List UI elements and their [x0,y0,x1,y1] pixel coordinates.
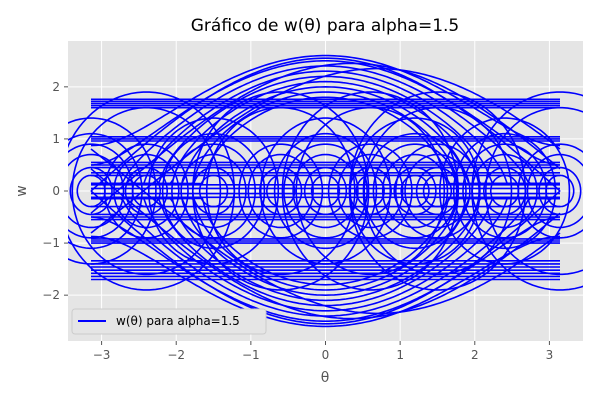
trajectory-closed [348,91,527,291]
x-tick-label: 3 [546,348,554,362]
trajectory-closed [517,143,583,239]
trajectory-closed [538,166,582,216]
trajectory-closed [273,132,378,250]
y-tick-label: −1 [42,236,60,250]
trajectory-closed [355,174,385,208]
trajectory-closed [68,143,134,239]
x-ticks: −3 −2 −1 0 1 2 3 [93,341,553,362]
trajectory-closed [69,166,113,216]
trajectory-closed [394,143,480,239]
trajectory-closed [198,174,229,208]
trajectory-rotating [91,197,560,302]
trajectory-envelope [90,190,561,325]
trajectory-closed [452,132,557,250]
legend-box [71,308,267,335]
trajectory-closed [292,153,359,229]
trajectory-closed [147,117,280,265]
trajectory-envelope [90,62,561,214]
trajectory-closed [310,174,341,208]
trajectory-closed [482,166,527,216]
y-tick-label: 2 [52,80,60,94]
series-lines [68,54,583,328]
y-tick-label: −2 [42,288,60,302]
x-tick-label: −1 [242,348,260,362]
trajectory-closed [180,153,247,229]
x-tick-label: −2 [167,348,185,362]
trajectory-closed [76,174,106,208]
trajectory-closed [238,143,324,239]
trajectory-closed [462,143,548,239]
trajectory-closed [415,166,460,216]
trajectory-closed [484,106,583,276]
trajectory-envelope [90,67,561,234]
trajectory-closed [124,166,168,216]
trajectory-closed [68,117,157,265]
y-tick-label: 1 [52,132,60,146]
x-tick-label: −3 [93,348,111,362]
trajectory-closed [247,153,314,229]
trajectory-closed [381,153,449,229]
legend-label: w(θ) para alpha=1.5 [116,314,240,328]
y-tick-label: 0 [52,184,60,198]
trajectory-closed [471,91,583,291]
trajectory-closed [489,174,520,208]
trajectory-closed [283,143,368,239]
trajectory-closed [404,153,471,229]
x-tick-label: 0 [322,348,330,362]
trajectory-rotating [91,80,560,185]
chart-title: Gráfico de w(θ) para alpha=1.5 [191,16,460,36]
trajectory-envelope [90,148,561,315]
trajectory-rotating [90,235,561,328]
trajectory-closed [281,91,459,291]
trajectory-closed [422,174,453,208]
legend: w(θ) para alpha=1.5 [71,308,267,335]
trajectory-closed [327,143,413,239]
trajectory-rotating [90,54,561,147]
trajectory-closed [372,143,458,239]
y-axis-label: w [14,185,30,196]
trajectory-closed [191,91,370,291]
x-tick-label: 1 [396,348,404,362]
trajectory-closed [545,174,575,208]
trajectory-closed [259,117,392,265]
trajectory-closed [400,174,430,208]
trajectory-closed [303,166,348,216]
trajectory-closed [438,117,571,265]
x-tick-label: 2 [471,348,479,362]
trajectory-closed [68,91,236,291]
trajectory-closed [103,143,189,239]
trajectory-closed [526,153,583,229]
trajectory-closed [337,153,404,229]
trajectory-closed [113,153,180,229]
trajectory-envelope [90,168,561,320]
trajectory-closed [171,143,256,239]
trajectory-closed [393,166,437,216]
trajectory-closed [68,132,143,250]
trajectory-envelope [90,57,561,192]
trajectory-closed [131,174,162,208]
trajectory-closed [161,132,266,250]
x-axis-label: θ [321,370,330,386]
trajectory-closed [265,174,296,208]
trajectory-closed [71,106,222,276]
y-ticks: −2 −1 0 1 2 [42,80,68,302]
trajectory-closed [68,153,125,229]
